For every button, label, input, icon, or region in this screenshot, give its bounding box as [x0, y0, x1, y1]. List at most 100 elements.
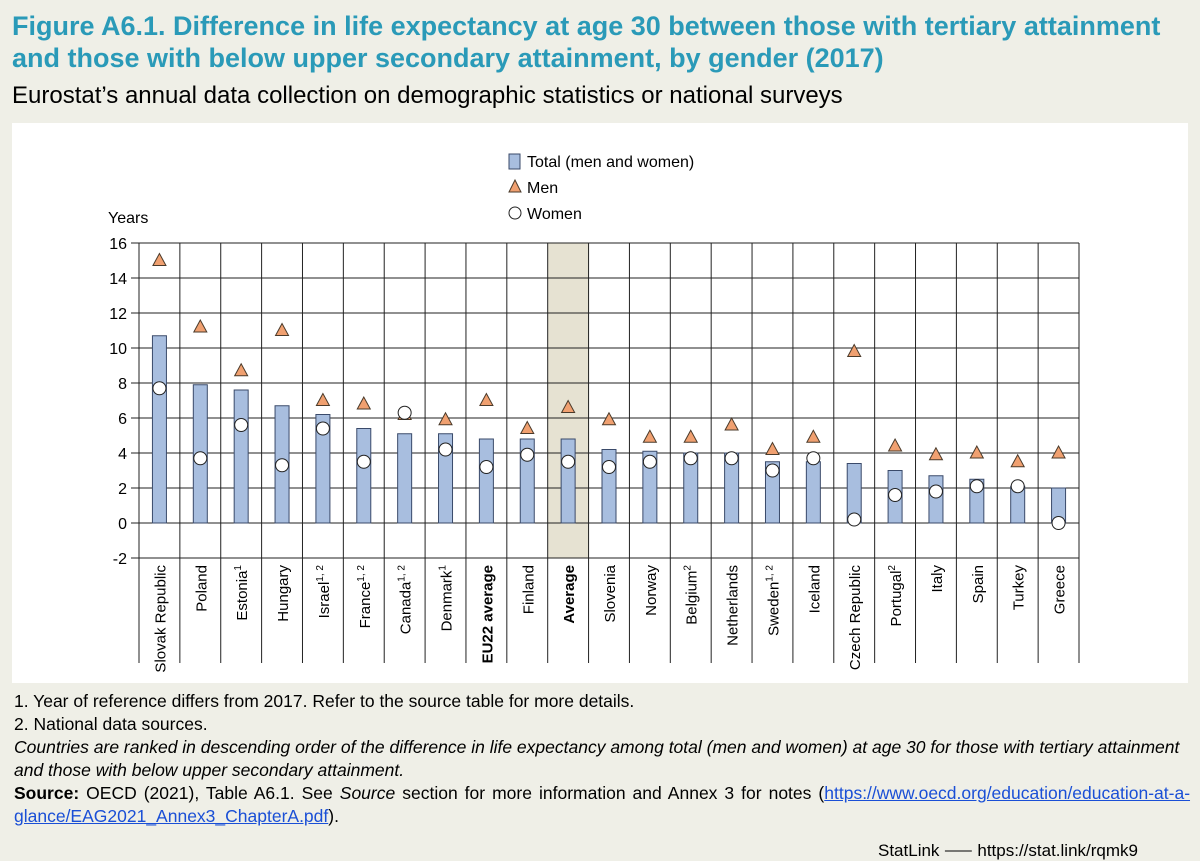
source-label: Source:: [14, 783, 80, 803]
category-name: Israel: [316, 582, 333, 619]
marker-men: [1010, 453, 1026, 468]
category-label: France1, 2: [356, 565, 374, 629]
bar-total: [928, 475, 944, 524]
category-label: Norway: [643, 565, 660, 616]
marker-men: [315, 392, 331, 406]
category-name: Iceland: [806, 565, 823, 613]
bar-total: [560, 438, 576, 524]
y-tick-label: -2: [113, 551, 127, 568]
category-name: Portugal: [888, 571, 905, 627]
category-name: Norway: [643, 565, 660, 616]
category-name: Poland: [193, 565, 210, 612]
category-name: Average: [561, 565, 578, 624]
y-tick-label: 4: [118, 446, 127, 463]
category-label: Sweden1, 2: [764, 565, 782, 636]
legend-men-marker: [508, 178, 522, 193]
category-name: Slovenia: [602, 564, 619, 622]
ranking-note: Countries are ranked in descending order…: [14, 737, 1180, 780]
category-name: Canada: [398, 581, 415, 634]
category-label: Iceland: [806, 565, 823, 613]
legend-women-marker: [508, 206, 522, 220]
category-label: Average: [561, 565, 578, 624]
marker-men: [887, 437, 903, 452]
marker-women: [438, 442, 453, 457]
category-label: Israel1, 2: [315, 565, 333, 619]
category-name: Finland: [520, 565, 537, 614]
category-name: Czech Republic: [847, 565, 864, 671]
marker-women: [152, 381, 167, 396]
marker-women: [1051, 516, 1066, 530]
y-tick-label: 0: [118, 516, 127, 533]
bar-total: [233, 389, 249, 524]
bar-total: [805, 461, 821, 524]
marker-men: [601, 411, 617, 426]
marker-women: [234, 418, 249, 432]
legend: Total (men and women) Men Women: [508, 153, 694, 223]
marker-men: [519, 420, 535, 434]
category-label: Estonia1: [233, 565, 251, 621]
note-2: 2. National data sources.: [14, 714, 208, 734]
marker-men: [233, 362, 249, 377]
y-tick-label: 14: [109, 271, 127, 288]
bar-total: [438, 433, 454, 524]
chart: Total (men and women) Men Women Years 16…: [108, 153, 1080, 673]
source-text-3: ).: [328, 806, 339, 826]
category-name: Estonia: [234, 570, 251, 621]
category-name: Spain: [970, 565, 987, 603]
category-footnote: 1, 2: [764, 565, 775, 582]
marker-men: [152, 252, 167, 266]
marker-women: [356, 454, 371, 469]
marker-women: [765, 463, 780, 478]
bar-total: [315, 414, 331, 524]
marker-women: [888, 488, 903, 502]
marker-men: [642, 429, 658, 443]
marker-men: [438, 411, 453, 426]
marker-women: [602, 460, 616, 474]
category-name: Denmark: [439, 570, 456, 631]
marker-men: [806, 429, 821, 443]
statlink-fragment[interactable]: StatLink ⸺ https://stat.link/rqmk9: [878, 841, 1138, 860]
category-name: Hungary: [275, 565, 292, 622]
y-tick-label: 6: [118, 411, 127, 428]
y-axis-title: Years: [108, 210, 148, 227]
category-footnote: 2: [887, 565, 898, 571]
legend-men-label: Men: [527, 180, 558, 197]
bar-total: [642, 450, 658, 524]
legend-total-label: Total (men and women): [527, 154, 694, 171]
bar-total: [478, 438, 494, 524]
legend-women-label: Women: [527, 206, 582, 223]
category-label: Hungary: [275, 565, 292, 622]
category-label: Netherlands: [725, 565, 742, 646]
marker-women: [969, 479, 984, 494]
category-label: Slovak Republic: [152, 565, 169, 673]
category-footnote: 1, 2: [356, 565, 367, 582]
bar-total: [356, 428, 372, 524]
category-name: Netherlands: [725, 565, 742, 646]
y-tick-label: 16: [109, 236, 127, 253]
marker-men: [969, 444, 985, 459]
source-link[interactable]: https://www.oecd.org/education/education…: [14, 783, 1191, 826]
marker-women: [847, 512, 862, 527]
marker-men: [928, 446, 944, 461]
marker-men: [356, 395, 372, 410]
marker-women: [806, 451, 821, 466]
category-label: Slovenia: [602, 564, 619, 622]
source-italic: Source: [339, 783, 396, 803]
category-name: EU22 average: [479, 565, 496, 663]
marker-women: [561, 454, 576, 469]
category-label: Denmark1: [438, 565, 456, 632]
chart-panel: Total (men and women) Men Women Years 16…: [12, 123, 1188, 683]
category-name: France: [357, 582, 374, 629]
marker-men: [192, 318, 208, 333]
notes: 1. Year of reference differs from 2017. …: [14, 690, 1190, 828]
category-label: Turkey: [1011, 565, 1028, 611]
category-label: Spain: [970, 565, 987, 603]
category-footnote: 1, 2: [315, 565, 326, 582]
bar-total: [764, 461, 780, 524]
marker-women: [928, 484, 943, 499]
legend-total-swatch: [508, 153, 521, 170]
category-footnote: 2: [683, 565, 694, 571]
category-label: Italy: [929, 565, 946, 593]
marker-men: [683, 429, 699, 443]
